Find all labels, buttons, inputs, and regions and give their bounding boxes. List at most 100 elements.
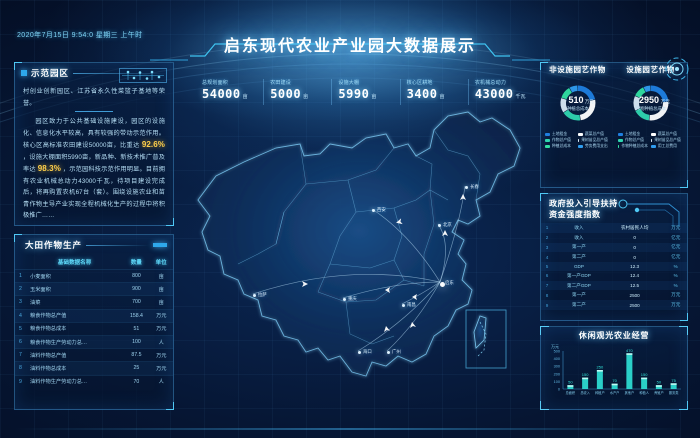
table-col-1: 数量 (130, 260, 143, 266)
donut-segment-4[interactable] (560, 87, 572, 100)
donut-segment-4[interactable] (634, 87, 646, 98)
map-city-dot-启东[interactable] (440, 282, 445, 287)
intro-panel-title: 示范园区 (31, 68, 70, 78)
bar-chart[interactable]: 万元 0 100 200 300 400 500 50 总面积 150 总收入 250 种植户 70 水产户… (541, 341, 689, 407)
donut-segment-5[interactable] (643, 85, 651, 93)
bar-cap-4 (626, 353, 633, 355)
donut-segment-2[interactable] (634, 108, 649, 121)
gov-row-name: 第一产 (572, 292, 586, 298)
bar-2[interactable] (596, 370, 603, 389)
legend-item[interactable]: 作物总产值 (618, 138, 648, 143)
map-city-dot-拉萨[interactable] (253, 294, 256, 297)
bar-value-label: 50 (657, 380, 662, 385)
donut-segment-3[interactable] (633, 96, 640, 111)
table-row[interactable]: 6 粮食作物生产劳动力总… 100 人 (15, 334, 173, 349)
row-name: 玉米面积 (26, 282, 124, 296)
gov-row[interactable]: 7 第二产GDP 12.5 % (541, 280, 687, 291)
gov-row[interactable]: 4 第二产 0 亿元 (541, 252, 687, 262)
gov-row-unit: 万元 (664, 223, 687, 233)
map-city-dot-长春[interactable] (465, 186, 468, 189)
bar-cap-7 (670, 383, 677, 385)
donut-segment-5[interactable] (569, 85, 578, 93)
table-row[interactable]: 7 油料作物总产值 87.5 万元 (15, 348, 173, 362)
bar-3[interactable] (611, 383, 618, 389)
donut-segment-0[interactable] (577, 85, 595, 101)
bar-cap-5 (641, 377, 648, 380)
kpi-label: 农机械总动力 (474, 80, 507, 86)
row-name: 油菜 (26, 295, 124, 310)
table-row[interactable]: 2 玉米面积 900 亩 (15, 282, 173, 296)
legend-item[interactable]: 劳务费用支出 (577, 144, 608, 149)
bar-6[interactable] (655, 385, 662, 389)
gov-row[interactable]: 1 收入 农村居民人均 万元 (541, 223, 687, 233)
bar-1[interactable] (582, 377, 589, 389)
legend-item[interactable]: 果树苗品总产值 (577, 138, 608, 143)
gov-row[interactable]: 8 第一产 2500 万元 (541, 290, 687, 300)
bar-4[interactable] (626, 353, 633, 389)
legend-swatch-icon (650, 139, 653, 142)
legend-item[interactable]: 土地租金 (545, 132, 575, 137)
map-city-dot-重庆[interactable] (343, 298, 346, 301)
table-row[interactable]: 4 粮食作物总产值 158.4 万元 (15, 308, 173, 323)
intro-text: 村创业创新园区、江苏省永久性菜篮子基地等荣誉。 园区致力于公共基础设施建设，园区… (15, 81, 173, 227)
gov-row-index: 7 (541, 280, 553, 291)
bar-cap-2 (596, 370, 603, 372)
row-index: 5 (15, 321, 26, 336)
table-row[interactable]: 3 油菜 700 亩 (15, 295, 173, 310)
table-col-0: 基础数据名称 (57, 260, 92, 266)
bar-value-label: 50 (568, 380, 573, 385)
map-city-dot-北京[interactable] (438, 224, 441, 227)
x-tick-label: 总收入 (580, 390, 590, 395)
map-city-dot-南昌[interactable] (402, 304, 405, 307)
bar-7[interactable] (670, 383, 677, 389)
bar-cap-0 (567, 385, 574, 387)
donut-segment-3[interactable] (560, 98, 568, 113)
legend-item[interactable]: 种植总成本 (545, 144, 575, 149)
row-unit: 人 (149, 374, 173, 388)
divider (73, 72, 167, 74)
field-crop-table[interactable]: 基础数据名称 数量 单位 1 小麦面积 800 亩 2 玉米面积 900 亩 3 油… (15, 255, 173, 388)
donut-segment-2[interactable] (563, 109, 580, 121)
donut-chart-1[interactable]: 2950 万元 作物种植总成本 (625, 77, 677, 129)
gov-row[interactable]: 9 第二产 2500 万元 (541, 300, 687, 311)
table-row[interactable]: 9 油料作物生产劳动力总… 70 人 (15, 374, 173, 388)
table-row[interactable]: 1 小麦面积 800 亩 (15, 268, 173, 283)
map-city-dot-西安[interactable] (372, 209, 375, 212)
row-index: 1 (15, 268, 26, 283)
gov-row[interactable]: 2 收入 0 亿元 (541, 233, 687, 243)
donut-col-0: 非设施园艺作物 510 万元 种植总成本 土地租金 蔬菜总产值 作物总产值 果树苗品总… (541, 64, 614, 149)
legend-item[interactable]: 土地租金 (618, 132, 648, 137)
legend-item[interactable]: 作物总产值 (545, 138, 575, 143)
donut-segment-1[interactable] (579, 99, 595, 121)
gov-table[interactable]: 1 收入 农村居民人均 万元 2 收入 0 亿元 3 第一产 0 亿元 4 第二… (541, 223, 687, 311)
bar-5[interactable] (641, 377, 648, 389)
table-row[interactable]: 8 油料作物总成本 25 万元 (15, 361, 173, 375)
map-city-dot-海口[interactable] (358, 351, 361, 354)
legend-item[interactable]: 蔬菜总产值 (577, 132, 608, 137)
kpi-item-0: 总规划面积 54000 亩 (196, 79, 263, 105)
gov-row[interactable]: 3 第一产 0 亿元 (541, 242, 687, 253)
legend-item[interactable]: 果树苗品总产值 (650, 138, 681, 143)
row-unit: 亩 (149, 295, 173, 310)
gov-panel-title: 政府投入引导扶持 资金强度指数 (541, 194, 687, 220)
table-col-2: 单位 (155, 260, 167, 266)
china-map[interactable]: 长春 北京 西安 拉萨 重庆 南昌 海口 广州 启东 (180, 104, 532, 416)
row-unit: 人 (149, 334, 173, 349)
donut-title: 设施园艺作物 (626, 65, 675, 74)
bar-0[interactable] (567, 385, 574, 389)
circuit-decoration-icon (119, 68, 167, 83)
gov-row-name: 第二产GDP (553, 280, 605, 291)
gov-row[interactable]: 6 第一产GDP 12.4 % (541, 271, 687, 281)
donut-segment-0[interactable] (650, 85, 668, 102)
legend-item[interactable]: 蔬菜总产值 (650, 132, 681, 137)
legend-item[interactable]: 用工总费用 (650, 144, 681, 149)
kpi-unit: 亩 (371, 94, 377, 100)
bar-value-label: 150 (641, 372, 648, 377)
table-row[interactable]: 5 粮食作物总成本 51 万元 (15, 321, 173, 336)
donut-chart-0[interactable]: 510 万元 种植总成本 (552, 77, 604, 129)
gov-row[interactable]: 5 GDP 12.3 % (541, 262, 687, 271)
donut-segment-1[interactable] (648, 101, 668, 121)
map-city-dot-广州[interactable] (387, 351, 390, 354)
legend-item[interactable]: 作物种植总成本 (618, 144, 648, 149)
gov-row-unit: 万元 (671, 292, 681, 298)
